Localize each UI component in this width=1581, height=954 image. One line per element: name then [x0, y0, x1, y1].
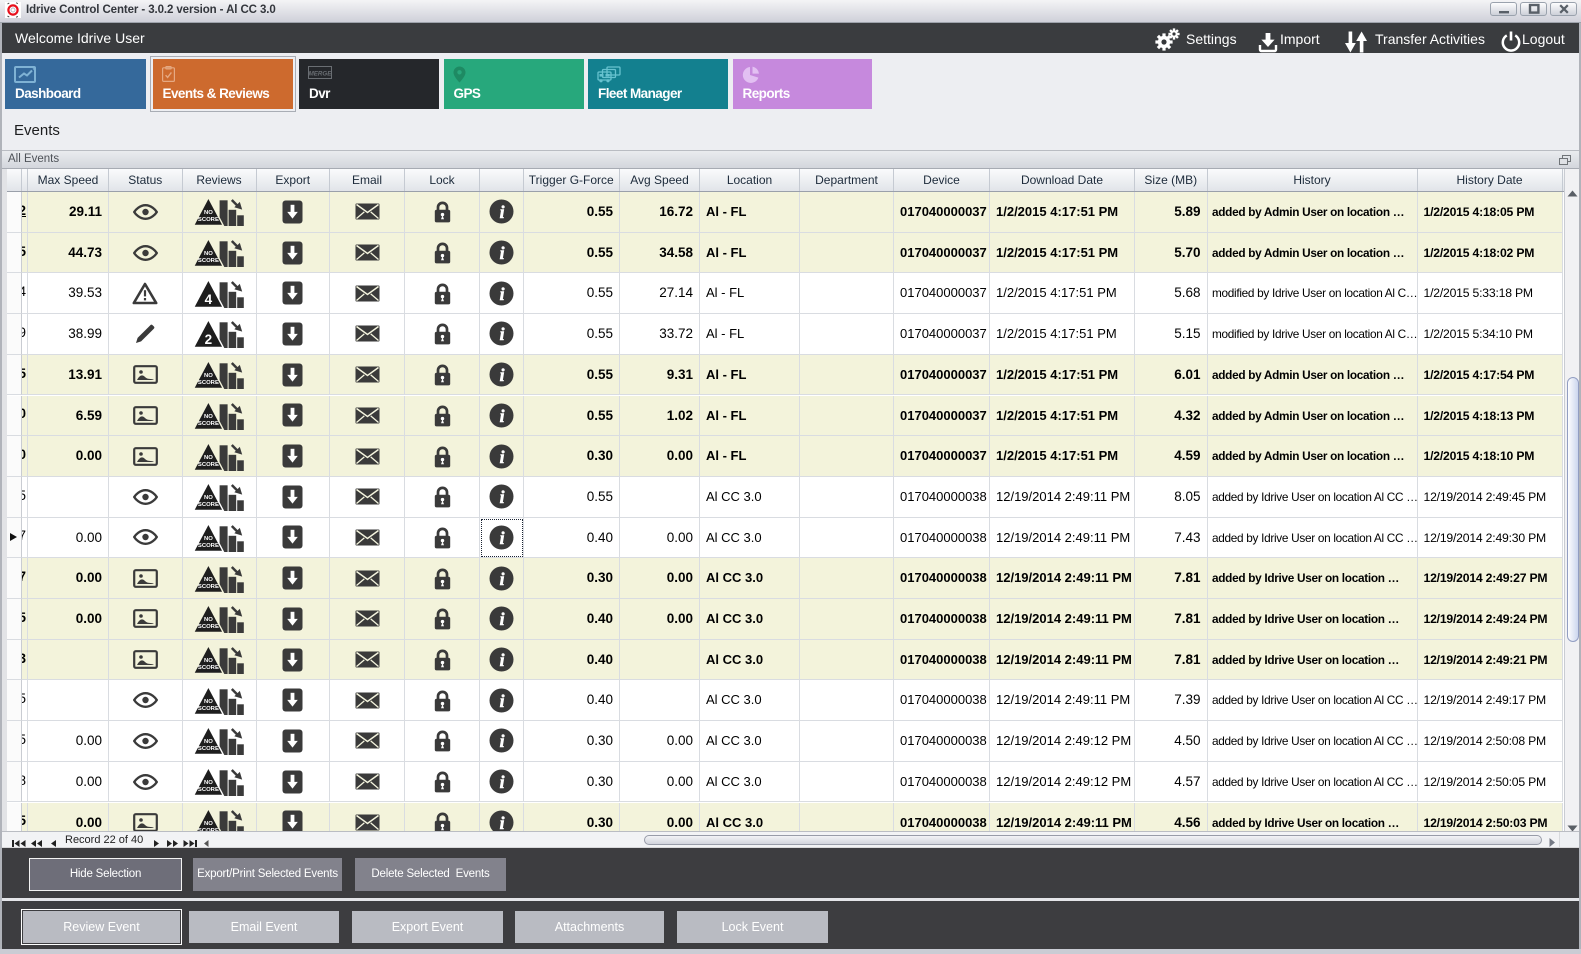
svg-text:NO: NO — [204, 617, 213, 623]
svg-text:SCORE: SCORE — [198, 787, 219, 793]
svg-text:SCORE: SCORE — [198, 380, 219, 386]
svg-text:NO: NO — [204, 495, 213, 501]
svg-text:i: i — [499, 609, 504, 629]
svg-text:SCORE: SCORE — [198, 543, 219, 549]
svg-text:i: i — [499, 202, 504, 222]
svg-text:i: i — [499, 284, 504, 304]
svg-text:NO: NO — [204, 780, 213, 786]
svg-text:SCORE: SCORE — [198, 584, 219, 590]
svg-text:i: i — [499, 813, 504, 833]
svg-text:NO: NO — [204, 373, 213, 379]
svg-text:NO: NO — [204, 536, 213, 542]
svg-text:i: i — [499, 691, 504, 711]
svg-text:i: i — [499, 243, 504, 263]
svg-text:SCORE: SCORE — [198, 217, 219, 223]
svg-text:SCORE: SCORE — [198, 665, 219, 671]
svg-text:i: i — [499, 772, 504, 792]
svg-text:i: i — [499, 365, 504, 385]
svg-text:i: i — [499, 406, 504, 426]
svg-text:SCORE: SCORE — [198, 828, 219, 834]
svg-text:NO: NO — [204, 577, 213, 583]
svg-text:NO: NO — [204, 699, 213, 705]
svg-text:NO: NO — [204, 414, 213, 420]
svg-text:NO: NO — [204, 455, 213, 461]
svg-text:SCORE: SCORE — [198, 258, 219, 264]
svg-text:i: i — [499, 569, 504, 589]
svg-text:2: 2 — [205, 332, 213, 347]
svg-text:4: 4 — [205, 292, 213, 307]
svg-text:SCORE: SCORE — [198, 421, 219, 427]
svg-text:SCORE: SCORE — [198, 462, 219, 468]
svg-text:i: i — [499, 731, 504, 751]
svg-text:SCORE: SCORE — [198, 624, 219, 630]
svg-text:MERGE: MERGE — [309, 70, 332, 77]
svg-text:NO: NO — [204, 658, 213, 664]
svg-text:SCORE: SCORE — [198, 706, 219, 712]
svg-text:i: i — [499, 650, 504, 670]
svg-text:NO: NO — [204, 210, 213, 216]
svg-text:i: i — [499, 528, 504, 548]
svg-text:SCORE: SCORE — [198, 746, 219, 752]
svg-text:NO: NO — [204, 821, 213, 827]
svg-text:NO: NO — [204, 251, 213, 257]
svg-text:SCORE: SCORE — [198, 502, 219, 508]
svg-text:i: i — [499, 487, 504, 507]
svg-text:NO: NO — [204, 739, 213, 745]
svg-text:i: i — [499, 324, 504, 344]
svg-text:i: i — [499, 447, 504, 467]
